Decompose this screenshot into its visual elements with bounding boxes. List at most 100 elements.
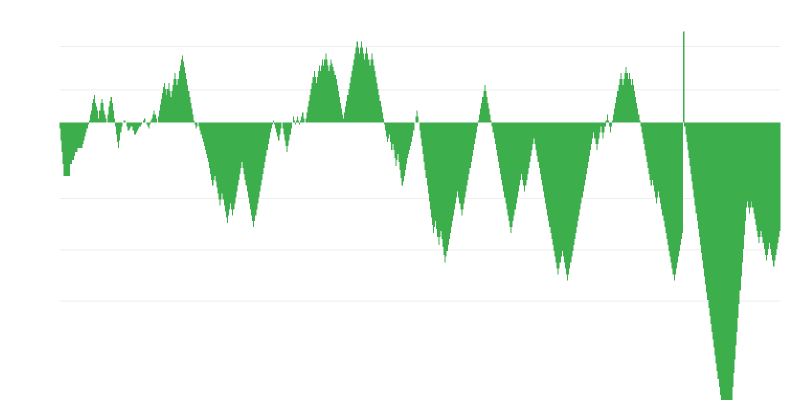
series-bar bbox=[439, 122, 441, 237]
series-bar bbox=[396, 122, 398, 161]
series-bar bbox=[597, 122, 599, 145]
series-bar bbox=[370, 59, 372, 123]
series-bar bbox=[543, 122, 546, 198]
series-bar bbox=[91, 102, 93, 123]
series-bar bbox=[460, 122, 462, 210]
series-bar bbox=[159, 104, 162, 123]
series-bar bbox=[602, 122, 604, 139]
series-bar bbox=[432, 122, 434, 226]
series-bar bbox=[608, 122, 610, 127]
series-bar bbox=[261, 122, 263, 180]
series-bar bbox=[522, 122, 524, 180]
series-bar bbox=[141, 122, 143, 125]
series-bar bbox=[190, 102, 192, 123]
series-bar bbox=[104, 114, 106, 123]
series-bar bbox=[151, 118, 153, 123]
series-bar bbox=[646, 122, 648, 162]
series-bar bbox=[313, 71, 315, 123]
series-bar bbox=[330, 59, 332, 123]
series-bar bbox=[482, 96, 484, 123]
series-bar bbox=[394, 122, 396, 159]
series-bar bbox=[468, 122, 470, 174]
series-bar bbox=[342, 114, 344, 123]
series-bar bbox=[682, 122, 684, 234]
series-bar bbox=[753, 122, 755, 214]
series-bar bbox=[500, 122, 502, 174]
series-bar bbox=[609, 122, 612, 133]
series-bar bbox=[254, 122, 256, 222]
series-bar bbox=[647, 122, 649, 168]
series-bar bbox=[633, 90, 636, 123]
series-bar bbox=[563, 122, 565, 263]
series-bar bbox=[302, 112, 304, 123]
series-bar bbox=[553, 122, 555, 251]
series-bar bbox=[480, 108, 482, 123]
series-bar bbox=[92, 98, 95, 123]
series-bar bbox=[169, 90, 171, 123]
series-bar bbox=[305, 118, 307, 123]
series-bar bbox=[632, 84, 635, 123]
series-bar bbox=[332, 67, 334, 123]
series-bar bbox=[279, 122, 281, 135]
series-bar bbox=[318, 65, 321, 123]
series-bar bbox=[163, 86, 165, 123]
series-bar bbox=[137, 122, 140, 129]
series-bar bbox=[391, 122, 393, 151]
series-bar bbox=[383, 122, 385, 125]
series-bar bbox=[213, 122, 215, 180]
series-bar bbox=[392, 122, 394, 145]
series-bar bbox=[105, 118, 107, 123]
series-bar bbox=[654, 122, 657, 198]
series-bar bbox=[322, 59, 324, 123]
series-bar bbox=[70, 122, 73, 164]
series-bar bbox=[560, 122, 562, 257]
series-bar bbox=[387, 122, 389, 143]
series-bar bbox=[685, 122, 687, 135]
series-bar bbox=[240, 122, 242, 168]
series-bar bbox=[556, 122, 558, 269]
series-bar bbox=[420, 122, 422, 139]
series-bar bbox=[237, 122, 239, 186]
series-bar bbox=[535, 122, 537, 151]
series-bar bbox=[326, 59, 328, 123]
series-bar bbox=[173, 79, 175, 123]
series-bar bbox=[385, 122, 388, 137]
series-bar bbox=[752, 122, 754, 208]
series-bar bbox=[222, 122, 224, 200]
series-bar bbox=[180, 59, 182, 123]
series-bar bbox=[360, 41, 362, 123]
series-bar bbox=[183, 67, 186, 123]
series-bar bbox=[636, 102, 638, 123]
series-bar bbox=[336, 84, 338, 123]
series-bar bbox=[225, 122, 227, 218]
series-bar bbox=[87, 122, 89, 125]
series-bar bbox=[723, 122, 726, 400]
series-bar bbox=[485, 90, 487, 123]
series-bar bbox=[696, 122, 698, 222]
series-bar bbox=[483, 90, 485, 123]
series-bar bbox=[65, 122, 67, 176]
series-bar bbox=[269, 122, 271, 133]
series-bar bbox=[311, 83, 313, 123]
series-bar bbox=[338, 96, 340, 123]
series-bar bbox=[697, 122, 699, 230]
series-bar bbox=[162, 92, 164, 123]
series-bar bbox=[264, 122, 266, 162]
series-bar bbox=[295, 120, 298, 123]
series-bar bbox=[722, 122, 725, 400]
series-bar bbox=[134, 122, 136, 135]
series-bar bbox=[253, 122, 255, 228]
series-bar bbox=[758, 122, 760, 243]
series-bar bbox=[539, 122, 541, 174]
series-bar bbox=[224, 122, 226, 212]
series-bar bbox=[490, 120, 492, 123]
series-bar bbox=[160, 98, 163, 123]
series-bar bbox=[757, 122, 759, 237]
series-bar bbox=[622, 84, 624, 123]
series-bar bbox=[128, 122, 130, 131]
series-bar bbox=[149, 122, 151, 125]
series-bar bbox=[655, 122, 658, 204]
series-bar bbox=[719, 122, 721, 395]
series-bar bbox=[491, 122, 493, 127]
